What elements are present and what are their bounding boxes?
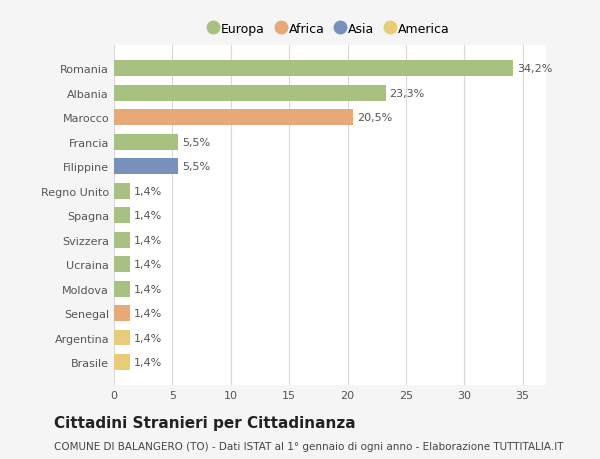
Bar <box>114 159 178 175</box>
Text: 1,4%: 1,4% <box>134 235 162 245</box>
Bar <box>114 330 130 346</box>
Legend: Europa, Africa, Asia, America: Europa, Africa, Asia, America <box>205 18 455 41</box>
Bar <box>114 305 130 321</box>
Bar <box>114 208 130 224</box>
Bar <box>114 281 130 297</box>
Text: 5,5%: 5,5% <box>182 162 210 172</box>
Text: 1,4%: 1,4% <box>134 284 162 294</box>
Text: 34,2%: 34,2% <box>517 64 552 74</box>
Text: 1,4%: 1,4% <box>134 308 162 319</box>
Bar <box>114 184 130 199</box>
Text: 1,4%: 1,4% <box>134 211 162 221</box>
Text: 5,5%: 5,5% <box>182 138 210 147</box>
Bar <box>114 232 130 248</box>
Bar <box>114 110 353 126</box>
Bar <box>114 86 386 101</box>
Text: Cittadini Stranieri per Cittadinanza: Cittadini Stranieri per Cittadinanza <box>54 415 356 431</box>
Text: 1,4%: 1,4% <box>134 259 162 269</box>
Text: COMUNE DI BALANGERO (TO) - Dati ISTAT al 1° gennaio di ogni anno - Elaborazione : COMUNE DI BALANGERO (TO) - Dati ISTAT al… <box>54 441 563 451</box>
Bar <box>114 134 178 151</box>
Text: 20,5%: 20,5% <box>357 113 392 123</box>
Text: 23,3%: 23,3% <box>389 89 425 99</box>
Bar <box>114 354 130 370</box>
Text: 1,4%: 1,4% <box>134 333 162 343</box>
Text: 1,4%: 1,4% <box>134 357 162 367</box>
Text: 1,4%: 1,4% <box>134 186 162 196</box>
Bar <box>114 257 130 273</box>
Bar <box>114 62 514 77</box>
